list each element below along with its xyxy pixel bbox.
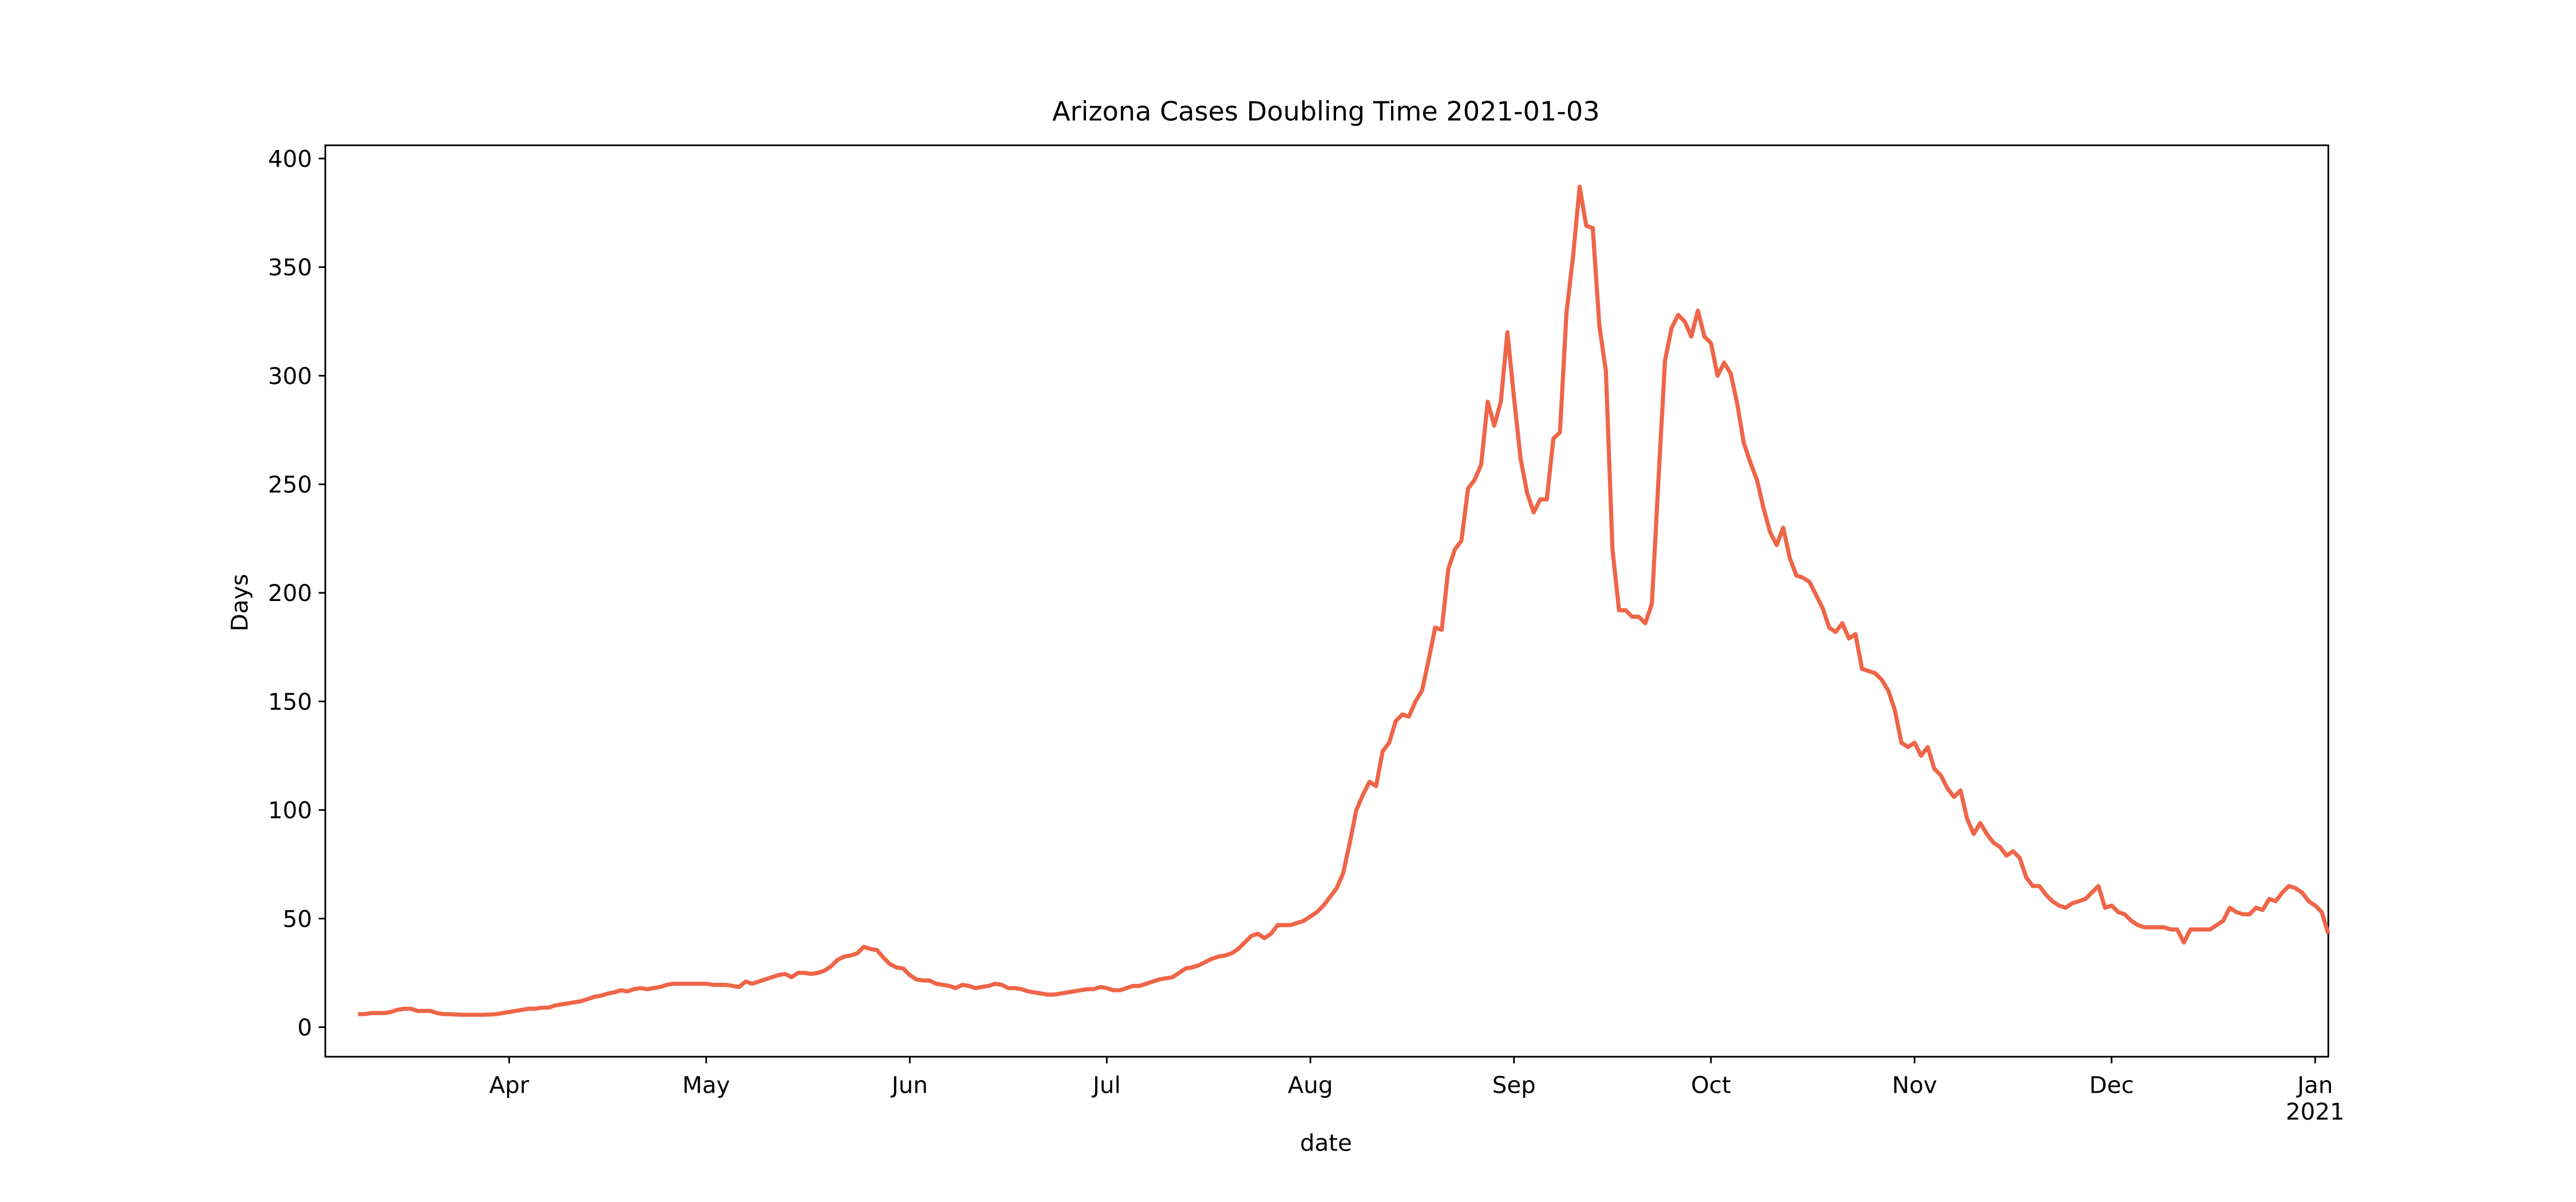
y-axis-label: Days [227, 574, 254, 632]
chart-title: Arizona Cases Doubling Time 2021-01-03 [1052, 96, 1599, 127]
x-tick-label: Jan 2021 [2286, 1072, 2345, 1125]
x-tick-label: Nov [1892, 1072, 1937, 1099]
y-tick-label: 50 [283, 906, 312, 932]
x-tick-label: Sep [1492, 1072, 1536, 1099]
x-tick-label: Jul [1091, 1072, 1121, 1099]
x-axis-label: date [1300, 1130, 1352, 1157]
x-tick-label: Aug [1288, 1072, 1333, 1099]
x-tick-label: Apr [489, 1072, 530, 1099]
y-tick-label: 400 [268, 145, 312, 172]
x-tick-label: Dec [2089, 1072, 2134, 1099]
y-tick-label: 300 [268, 363, 312, 390]
y-tick-label: 200 [268, 580, 312, 607]
x-tick-label: Jun [890, 1072, 928, 1099]
y-tick-label: 100 [268, 797, 312, 824]
x-tick-label: Oct [1691, 1072, 1731, 1099]
x-tick-label: May [682, 1072, 730, 1099]
y-tick-label: 0 [297, 1014, 312, 1041]
y-tick-label: 250 [268, 471, 312, 498]
data-line [358, 184, 2330, 1017]
plot-frame [324, 144, 2329, 1058]
y-tick-label: 350 [268, 254, 312, 281]
y-tick-label: 150 [268, 689, 312, 715]
